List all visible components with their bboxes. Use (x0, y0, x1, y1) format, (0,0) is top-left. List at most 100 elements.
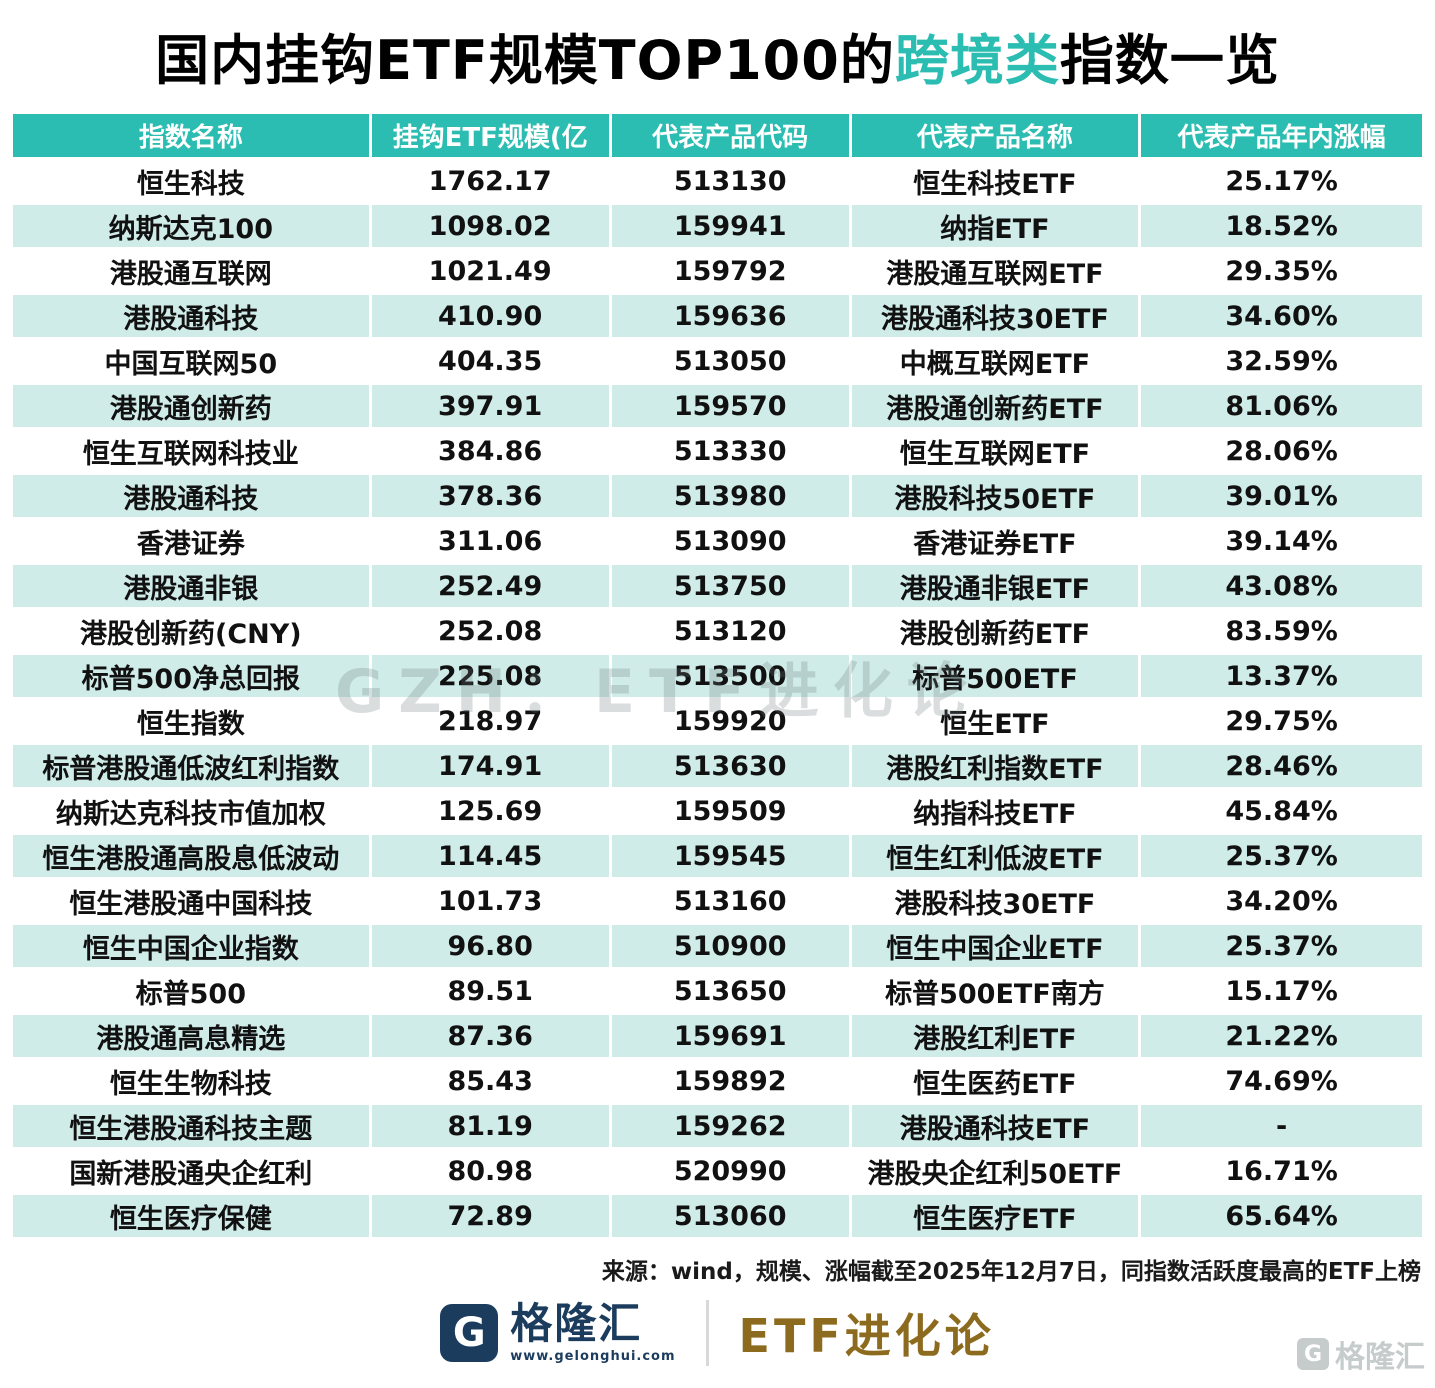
table-cell: 18.52% (1138, 202, 1425, 250)
table-cell: 83.59% (1138, 607, 1425, 655)
table-cell: 45.84% (1138, 787, 1425, 835)
table-cell: 513750 (608, 562, 852, 610)
table-cell: 225.08 (368, 652, 612, 700)
table-cell: 513120 (608, 607, 852, 655)
table-cell: 恒生互联网科技业 (10, 427, 372, 475)
table-cell: 港股通科技 (10, 472, 372, 520)
table-row: 标普港股通低波红利指数 174.91 513630 港股红利指数ETF 28.46% (10, 742, 1425, 790)
corner-watermark: G 格隆汇 (1297, 1332, 1425, 1376)
table-cell: 410.90 (368, 292, 612, 340)
table-cell: 港股通非银 (10, 562, 372, 610)
table-cell: 252.08 (368, 607, 612, 655)
table-cell: 港股通互联网 (10, 247, 372, 295)
table-cell: 125.69 (368, 787, 612, 835)
table-cell: 89.51 (368, 967, 612, 1015)
table-cell: 513060 (608, 1192, 852, 1240)
table-cell: 159920 (608, 697, 852, 745)
table-cell: 港股央企红利50ETF (848, 1147, 1142, 1195)
table-header-row: 指数名称 挂钩ETF规模(亿 代表产品代码 代表产品名称 代表产品年内涨幅 (10, 111, 1425, 160)
table-cell: 中国互联网50 (10, 337, 372, 385)
table-cell: 恒生科技 (10, 157, 372, 205)
table-cell: 513500 (608, 652, 852, 700)
table-cell: 标普500ETF南方 (848, 967, 1142, 1015)
table-cell: 港股通科技ETF (848, 1102, 1142, 1150)
table-row: 国新港股通央企红利 80.98 520990 港股央企红利50ETF 16.71% (10, 1147, 1425, 1195)
table-cell: 港股通创新药ETF (848, 382, 1142, 430)
table-cell: 81.19 (368, 1102, 612, 1150)
table-cell: 159262 (608, 1102, 852, 1150)
table-cell: 香港证券ETF (848, 517, 1142, 565)
table-cell: 34.60% (1138, 292, 1425, 340)
table-cell: 恒生ETF (848, 697, 1142, 745)
table-cell: 恒生生物科技 (10, 1057, 372, 1105)
table-cell: 25.37% (1138, 922, 1425, 970)
table-cell: 标普港股通低波红利指数 (10, 742, 372, 790)
gelonghui-brand: G 格隆汇 www.gelonghui.com (440, 1302, 675, 1364)
header-index-name: 指数名称 (10, 111, 372, 160)
table-cell: 43.08% (1138, 562, 1425, 610)
table-row: 港股通科技 410.90 159636 港股通科技30ETF 34.60% (10, 292, 1425, 340)
table-cell: 513980 (608, 472, 852, 520)
table-cell: 520990 (608, 1147, 852, 1195)
table-cell: 港股红利ETF (848, 1012, 1142, 1060)
table-cell: 159792 (608, 247, 852, 295)
table-row: 标普500 89.51 513650 标普500ETF南方 15.17% (10, 967, 1425, 1015)
table-cell: - (1138, 1102, 1425, 1150)
table-cell: 96.80 (368, 922, 612, 970)
table-cell: 港股通互联网ETF (848, 247, 1142, 295)
table-cell: 16.71% (1138, 1147, 1425, 1195)
table-cell: 101.73 (368, 877, 612, 925)
table-cell: 恒生中国企业指数 (10, 922, 372, 970)
table-cell: 159691 (608, 1012, 852, 1060)
table-cell: 1021.49 (368, 247, 612, 295)
table-cell: 87.36 (368, 1012, 612, 1060)
table-cell: 65.64% (1138, 1192, 1425, 1240)
table-cell: 404.35 (368, 337, 612, 385)
table-cell: 159636 (608, 292, 852, 340)
table-cell: 港股通科技 (10, 292, 372, 340)
table-cell: 港股创新药(CNY) (10, 607, 372, 655)
table-cell: 恒生中国企业ETF (848, 922, 1142, 970)
table-cell: 28.46% (1138, 742, 1425, 790)
table-cell: 85.43 (368, 1057, 612, 1105)
table-row: 香港证券 311.06 513090 香港证券ETF 39.14% (10, 517, 1425, 565)
table-cell: 纳斯达克100 (10, 202, 372, 250)
corner-watermark-text: 格隆汇 (1335, 1340, 1425, 1375)
title-suffix: 指数一览 (1059, 29, 1280, 92)
table-cell: 159570 (608, 382, 852, 430)
table-cell: 28.06% (1138, 427, 1425, 475)
table-cell: 513330 (608, 427, 852, 475)
table-cell: 510900 (608, 922, 852, 970)
gelonghui-name: 格隆汇 (510, 1299, 643, 1349)
table-cell: 1762.17 (368, 157, 612, 205)
table-cell: 21.22% (1138, 1012, 1425, 1060)
table-cell: 纳指科技ETF (848, 787, 1142, 835)
header-product-ytd-gain: 代表产品年内涨幅 (1138, 111, 1425, 160)
table-row: 港股通互联网 1021.49 159792 港股通互联网ETF 29.35% (10, 247, 1425, 295)
table-row: 恒生指数 218.97 159920 恒生ETF 29.75% (10, 697, 1425, 745)
table-cell: 港股通非银ETF (848, 562, 1142, 610)
table-row: 恒生港股通中国科技 101.73 513160 港股科技30ETF 34.20% (10, 877, 1425, 925)
etf-evolution-brand: ETF进化论 (738, 1309, 995, 1363)
table-cell: 中概互联网ETF (848, 337, 1142, 385)
table-cell: 纳斯达克科技市值加权 (10, 787, 372, 835)
table-cell: 34.20% (1138, 877, 1425, 925)
table-row: 港股通高息精选 87.36 159691 港股红利ETF 21.22% (10, 1012, 1425, 1060)
table-cell: 国新港股通央企红利 (10, 1147, 372, 1195)
table-cell: 397.91 (368, 382, 612, 430)
table-row: 纳斯达克科技市值加权 125.69 159509 纳指科技ETF 45.84% (10, 787, 1425, 835)
source-note: 来源：wind，规模、涨幅截至2025年12月7日，同指数活跃度最高的ETF上榜 (601, 1259, 1421, 1285)
table-cell: 513160 (608, 877, 852, 925)
table-row: 恒生中国企业指数 96.80 510900 恒生中国企业ETF 25.37% (10, 922, 1425, 970)
table-cell: 标普500ETF (848, 652, 1142, 700)
table-cell: 384.86 (368, 427, 612, 475)
header-product-name: 代表产品名称 (848, 111, 1142, 160)
header-product-code: 代表产品代码 (608, 111, 852, 160)
table-cell: 81.06% (1138, 382, 1425, 430)
table-cell: 恒生红利低波ETF (848, 832, 1142, 880)
table-cell: 513090 (608, 517, 852, 565)
table-cell: 114.45 (368, 832, 612, 880)
table-cell: 恒生港股通高股息低波动 (10, 832, 372, 880)
table-cell: 港股通创新药 (10, 382, 372, 430)
table-row: 恒生港股通高股息低波动 114.45 159545 恒生红利低波ETF 25.37% (10, 832, 1425, 880)
